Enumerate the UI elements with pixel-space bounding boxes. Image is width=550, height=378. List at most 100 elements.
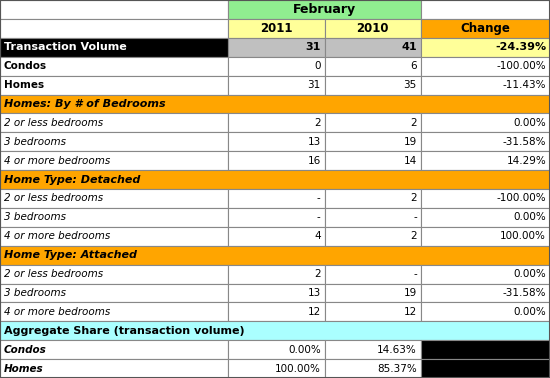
Bar: [324, 284, 421, 302]
Text: -: -: [413, 212, 417, 222]
Bar: [421, 151, 550, 170]
Text: Aggregate Share (transaction volume): Aggregate Share (transaction volume): [4, 326, 244, 336]
Bar: [228, 302, 324, 321]
Bar: [324, 113, 421, 132]
Text: 14.29%: 14.29%: [507, 156, 546, 166]
Text: Transaction Volume: Transaction Volume: [4, 42, 126, 52]
Bar: [228, 208, 324, 227]
Bar: [324, 19, 421, 38]
Bar: [421, 113, 550, 132]
Bar: [324, 340, 421, 359]
Bar: [0, 265, 228, 284]
Bar: [421, 208, 550, 227]
Bar: [0, 151, 228, 170]
Text: Change: Change: [460, 22, 510, 35]
Bar: [421, 0, 550, 19]
Text: -11.43%: -11.43%: [503, 80, 546, 90]
Bar: [0, 321, 550, 340]
Bar: [324, 265, 421, 284]
Bar: [228, 340, 324, 359]
Bar: [324, 208, 421, 227]
Text: 2 or less bedrooms: 2 or less bedrooms: [4, 118, 103, 128]
Text: -31.58%: -31.58%: [503, 288, 546, 298]
Text: 2 or less bedrooms: 2 or less bedrooms: [4, 269, 103, 279]
Bar: [421, 132, 550, 151]
Bar: [0, 170, 550, 189]
Text: -100.00%: -100.00%: [497, 194, 546, 203]
Bar: [421, 340, 550, 359]
Text: 2: 2: [410, 194, 417, 203]
Text: 0.00%: 0.00%: [513, 212, 546, 222]
Text: 3 bedrooms: 3 bedrooms: [4, 288, 66, 298]
Text: 2: 2: [314, 269, 321, 279]
Bar: [228, 265, 324, 284]
Bar: [324, 151, 421, 170]
Bar: [421, 265, 550, 284]
Text: Homes: Homes: [4, 364, 43, 373]
Bar: [421, 19, 550, 38]
Bar: [421, 76, 550, 94]
Text: 14.63%: 14.63%: [377, 345, 417, 355]
Text: 3 bedrooms: 3 bedrooms: [4, 137, 66, 147]
Bar: [0, 76, 228, 94]
Text: 4: 4: [314, 231, 321, 241]
Bar: [0, 0, 228, 19]
Text: 14: 14: [404, 156, 417, 166]
Text: 4 or more bedrooms: 4 or more bedrooms: [4, 231, 110, 241]
Bar: [421, 227, 550, 246]
Bar: [228, 189, 324, 208]
Text: Home Type: Attached: Home Type: Attached: [4, 250, 137, 260]
Bar: [421, 57, 550, 76]
Bar: [0, 340, 228, 359]
Bar: [228, 227, 324, 246]
Text: -: -: [317, 212, 321, 222]
Bar: [324, 189, 421, 208]
Bar: [421, 284, 550, 302]
Text: Condos: Condos: [4, 61, 47, 71]
Text: 4 or more bedrooms: 4 or more bedrooms: [4, 307, 110, 317]
Bar: [228, 76, 324, 94]
Bar: [0, 208, 228, 227]
Text: 2: 2: [410, 118, 417, 128]
Bar: [0, 132, 228, 151]
Bar: [228, 19, 324, 38]
Text: -: -: [317, 194, 321, 203]
Text: 6: 6: [410, 61, 417, 71]
Bar: [421, 189, 550, 208]
Text: 2: 2: [410, 231, 417, 241]
Text: 16: 16: [307, 156, 321, 166]
Text: Homes: Homes: [4, 80, 44, 90]
Bar: [228, 151, 324, 170]
Text: Home Type: Detached: Home Type: Detached: [4, 175, 140, 184]
Text: 4 or more bedrooms: 4 or more bedrooms: [4, 156, 110, 166]
Bar: [228, 57, 324, 76]
Text: 31: 31: [307, 80, 321, 90]
Text: 31: 31: [305, 42, 321, 52]
Text: 19: 19: [404, 137, 417, 147]
Text: Homes: By # of Bedrooms: Homes: By # of Bedrooms: [4, 99, 166, 109]
Bar: [0, 113, 228, 132]
Bar: [228, 359, 324, 378]
Bar: [421, 302, 550, 321]
Bar: [324, 302, 421, 321]
Text: 35: 35: [404, 80, 417, 90]
Text: 19: 19: [404, 288, 417, 298]
Text: -31.58%: -31.58%: [503, 137, 546, 147]
Bar: [324, 227, 421, 246]
Text: 0.00%: 0.00%: [288, 345, 321, 355]
Text: -100.00%: -100.00%: [497, 61, 546, 71]
Bar: [228, 113, 324, 132]
Text: 0: 0: [314, 61, 321, 71]
Text: 13: 13: [307, 288, 321, 298]
Text: February: February: [293, 3, 356, 16]
Text: 12: 12: [307, 307, 321, 317]
Bar: [0, 284, 228, 302]
Text: -24.39%: -24.39%: [495, 42, 546, 52]
Bar: [421, 38, 550, 57]
Bar: [0, 246, 550, 265]
Bar: [228, 0, 421, 19]
Text: 2 or less bedrooms: 2 or less bedrooms: [4, 194, 103, 203]
Bar: [0, 38, 228, 57]
Bar: [0, 57, 228, 76]
Text: 85.37%: 85.37%: [377, 364, 417, 373]
